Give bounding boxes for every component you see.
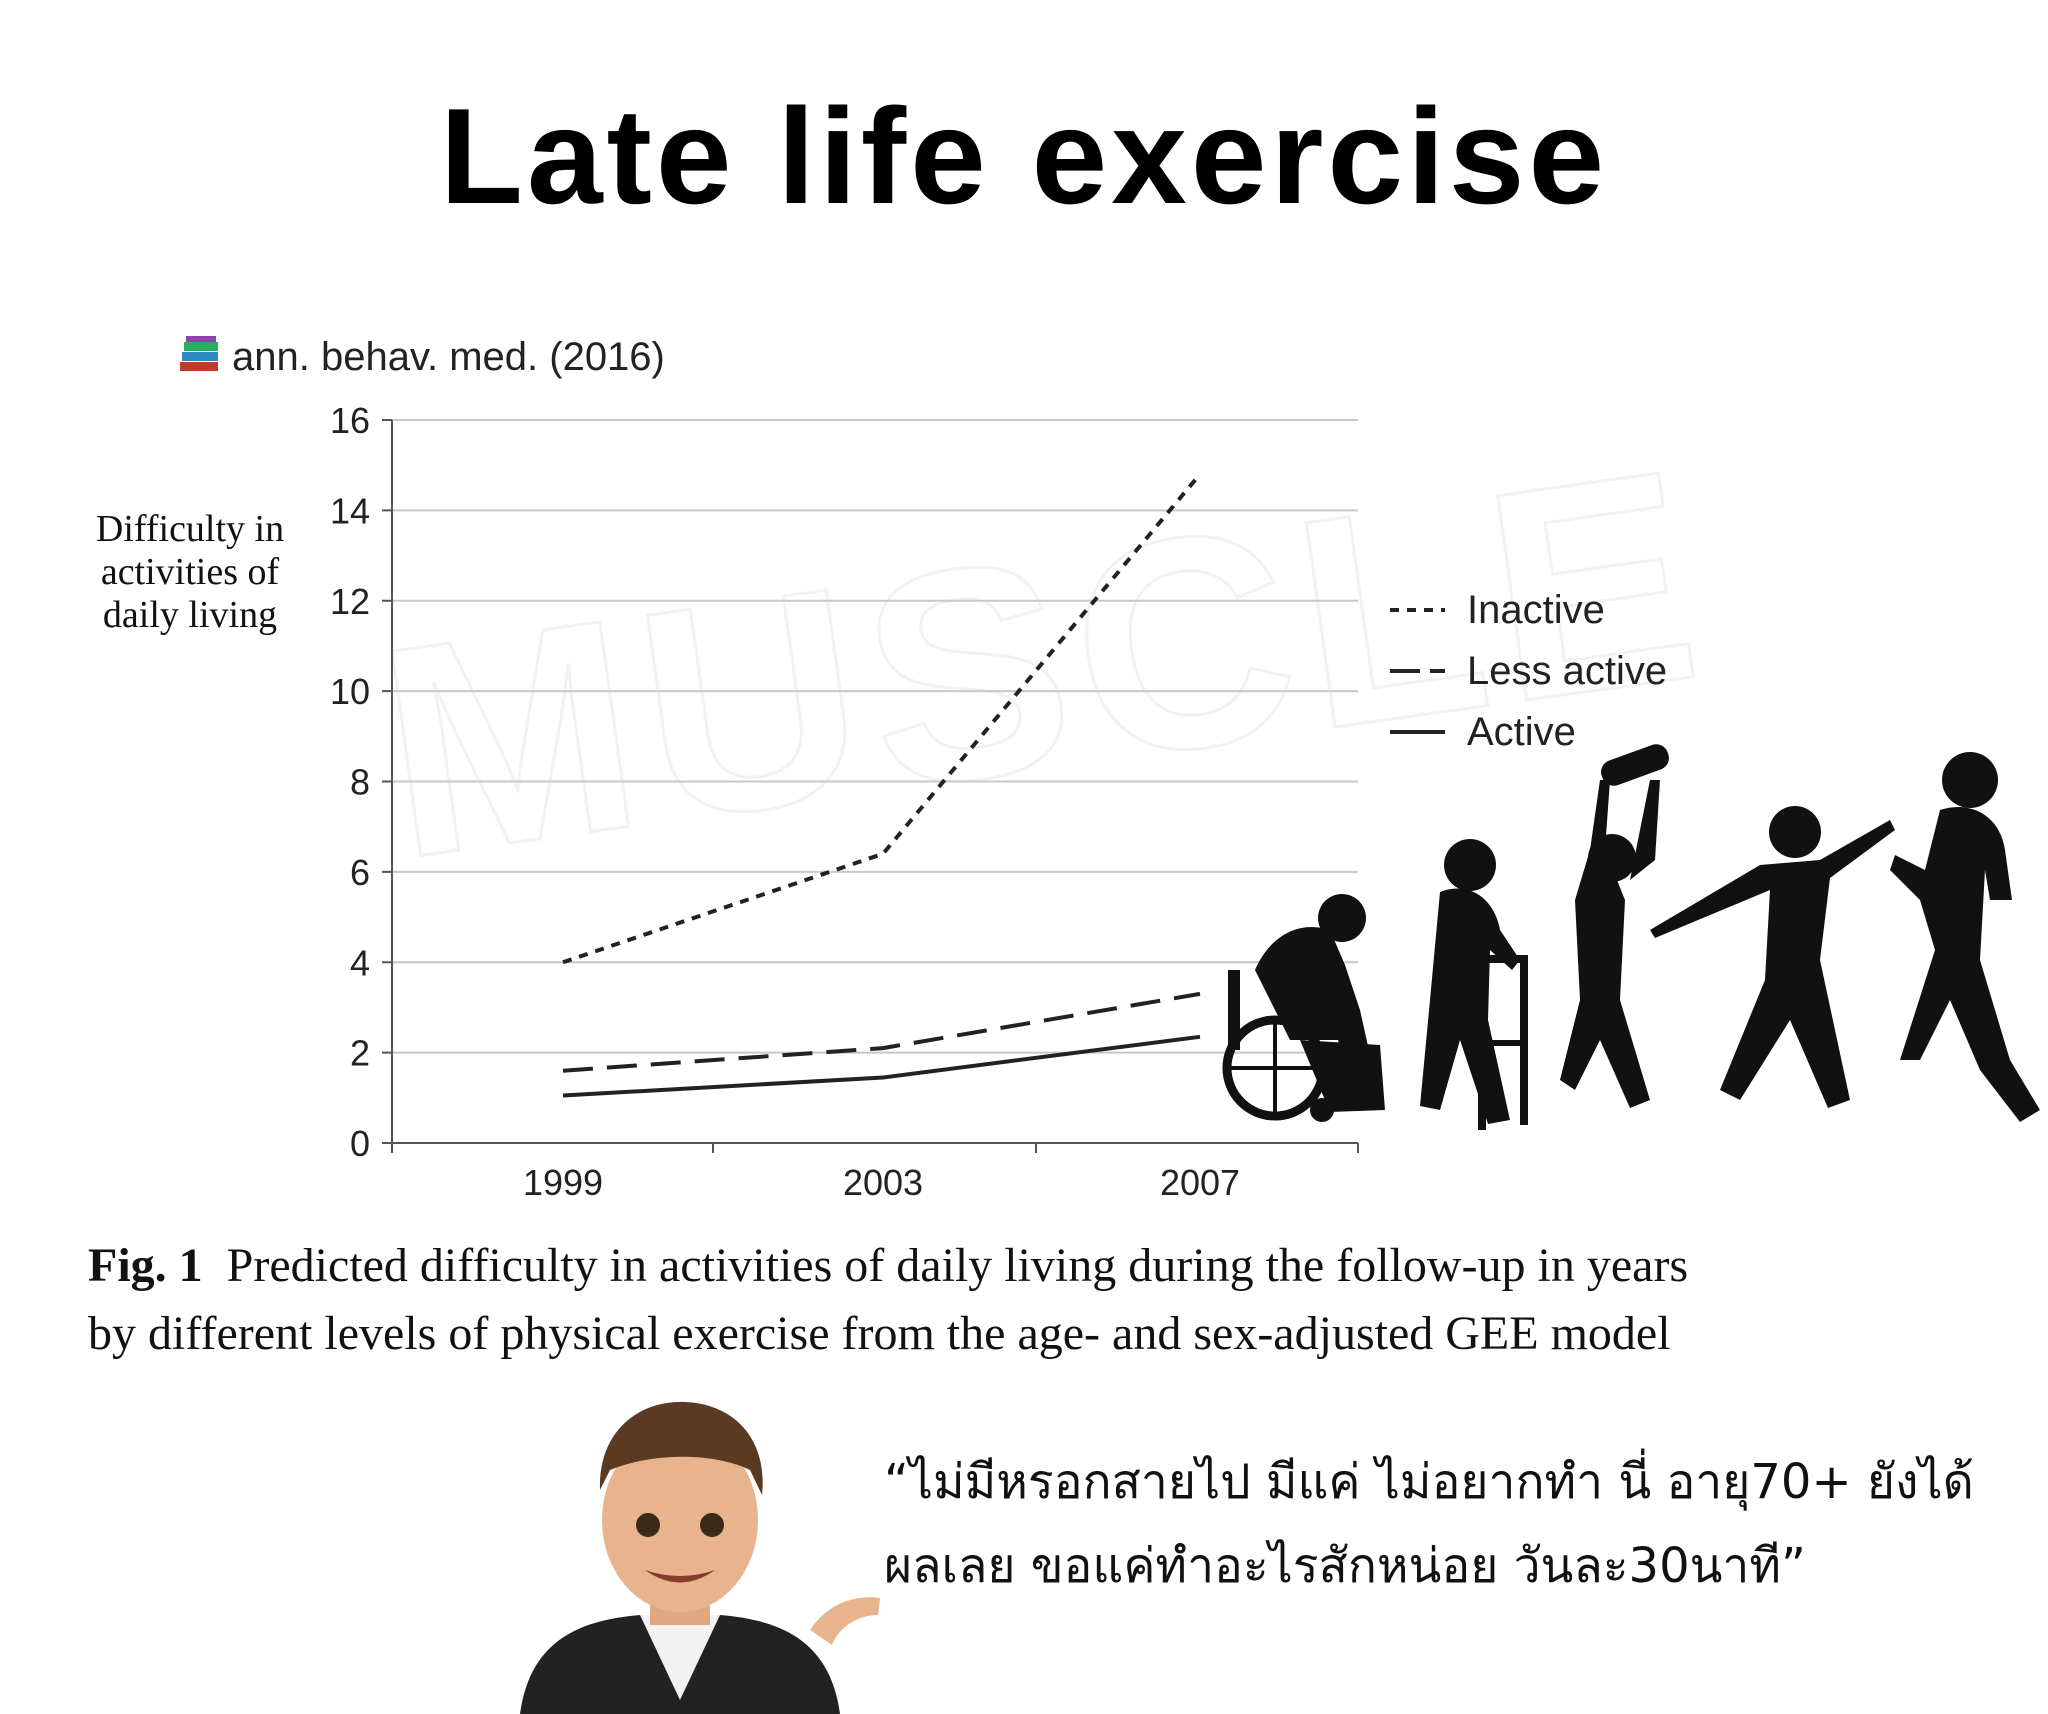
y-tick-label: 4 — [350, 942, 370, 983]
exercise-silhouettes — [1222, 744, 2040, 1130]
page-title: Late life exercise — [439, 80, 1609, 232]
x-tick-label: 2007 — [1160, 1162, 1240, 1203]
books-icon — [180, 336, 218, 371]
y-tick-label: 6 — [350, 852, 370, 893]
y-tick-label: 12 — [330, 581, 370, 622]
y-tick-label: 2 — [350, 1033, 370, 1074]
y-axis-label: Difficulty in activities of daily living — [95, 508, 285, 636]
reaching-figure — [1650, 806, 1895, 1108]
y-tick-label: 14 — [330, 490, 370, 531]
x-tick-label: 1999 — [523, 1162, 603, 1203]
series-line-inactive — [562, 472, 1202, 965]
walker-figure — [1420, 839, 1528, 1130]
y-tick-label: 8 — [350, 762, 370, 803]
y-tick-label: 0 — [350, 1123, 370, 1164]
figure-caption: Fig. 1 Predicted difficulty in activities… — [88, 1232, 1708, 1368]
quote-text: “ไม่มีหรอกสายไป มีแค่ ไม่อยากทำ นี่ อายุ… — [884, 1454, 1974, 1594]
dumbbell-figure — [1560, 744, 1669, 1108]
source-text: ann. behav. med. (2016) — [232, 335, 665, 379]
caption-label: Fig. 1 — [88, 1239, 203, 1292]
source-citation: ann. behav. med. (2016) — [178, 334, 665, 380]
legend-label: Less active — [1467, 649, 1667, 693]
legend-label: Inactive — [1467, 588, 1605, 632]
y-tick-label: 16 — [330, 400, 370, 441]
caption-text: Predicted difficulty in activities of da… — [88, 1239, 1689, 1360]
running-figure — [1890, 752, 2040, 1122]
x-tick-label: 2003 — [843, 1162, 923, 1203]
series-line-less-active — [562, 991, 1201, 1073]
wheelchair-figure — [1222, 894, 1385, 1122]
y-tick-label: 10 — [330, 671, 370, 712]
series-line-active — [562, 1034, 1201, 1098]
legend-label: Active — [1467, 710, 1576, 754]
avatar — [520, 1401, 880, 1714]
